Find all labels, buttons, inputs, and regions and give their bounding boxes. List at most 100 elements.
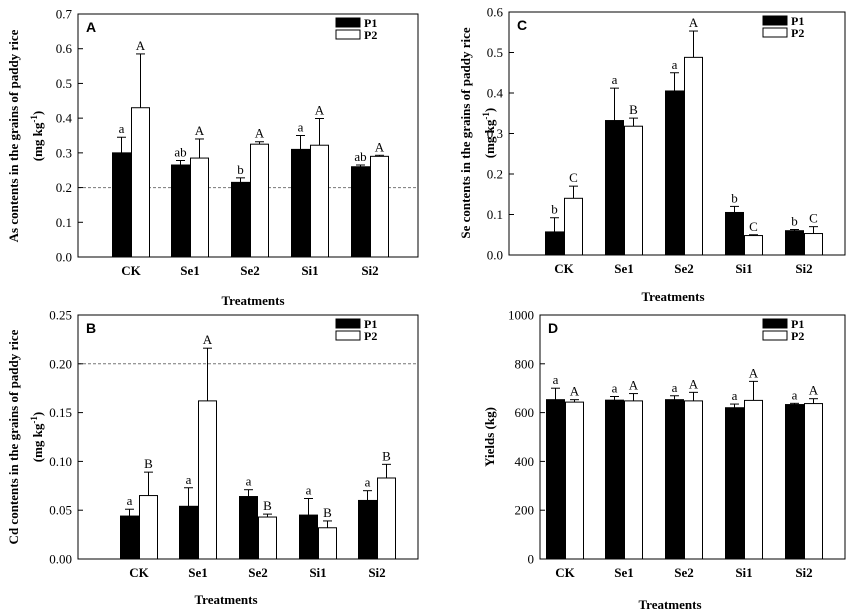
y-axis-unit: (mg kg-1) — [481, 108, 497, 158]
legend-label-p2: P2 — [364, 28, 377, 42]
panel-letter: D — [548, 320, 558, 336]
bar-p1 — [665, 399, 684, 560]
significance-label: A — [195, 123, 205, 138]
significance-label: A — [809, 383, 819, 398]
legend-swatch-p2 — [762, 27, 788, 38]
y-tick-label: 0.0 — [487, 248, 503, 263]
significance-label: ab — [354, 149, 366, 164]
panel-letter: C — [517, 17, 527, 33]
bar-p2 — [131, 107, 150, 258]
legend-swatch-p1 — [335, 318, 361, 329]
significance-label: a — [612, 380, 618, 395]
legend-label-p2: P2 — [364, 329, 377, 343]
y-tick-label: 400 — [515, 454, 535, 469]
bar-p2 — [310, 144, 329, 258]
significance-label: A — [689, 15, 699, 30]
x-axis-title: Treatments — [194, 592, 257, 607]
significance-label: A — [749, 365, 759, 380]
x-tick-label: Si1 — [309, 565, 326, 580]
significance-label: A — [375, 139, 385, 154]
y-axis-title: Cd contents in the grains of paddy rice — [6, 329, 21, 544]
x-tick-label: Si2 — [368, 565, 385, 580]
significance-label: A — [629, 378, 639, 393]
significance-label: b — [791, 213, 798, 228]
significance-label: a — [792, 387, 798, 402]
y-tick-label: 0.0 — [56, 250, 72, 265]
legend-label-p1: P1 — [364, 317, 377, 331]
bar-p1 — [605, 399, 624, 560]
significance-label: b — [731, 190, 738, 205]
y-tick-label: 0.2 — [487, 167, 503, 182]
legend-swatch-p1 — [762, 318, 788, 329]
significance-label: a — [119, 121, 125, 136]
significance-label: a — [298, 120, 304, 135]
bar-p2 — [370, 155, 389, 258]
x-tick-label: Se2 — [674, 565, 694, 580]
x-tick-label: Se1 — [188, 565, 208, 580]
legend-label-p2: P2 — [791, 26, 804, 40]
bar-p1 — [785, 230, 804, 256]
x-tick-label: Se1 — [614, 565, 634, 580]
y-tick-label: 0 — [528, 552, 535, 567]
x-tick-label: Si2 — [795, 261, 812, 276]
bar-p2 — [624, 400, 643, 560]
significance-label: B — [323, 505, 332, 520]
bar-p1 — [120, 515, 139, 560]
bar-p2 — [744, 235, 763, 256]
significance-label: A — [203, 332, 213, 347]
significance-label: a — [612, 72, 618, 87]
x-tick-label: Si2 — [361, 263, 378, 278]
x-tick-label: Se2 — [240, 263, 260, 278]
y-tick-label: 800 — [515, 356, 535, 371]
y-axis-title: Se contents in the grains of paddy rice — [458, 27, 473, 238]
significance-label: ab — [174, 144, 186, 159]
bar-p2 — [684, 400, 703, 560]
bar-p2 — [564, 197, 583, 256]
significance-label: A — [570, 384, 580, 399]
y-tick-label: 0.3 — [487, 126, 503, 141]
bar-p2 — [565, 401, 584, 560]
significance-label: a — [672, 57, 678, 72]
bar-p1 — [291, 148, 310, 258]
bar-p1 — [299, 514, 318, 560]
panel-A: 0.00.10.20.30.40.50.60.7aACKabASe1bASe2a… — [6, 7, 419, 308]
significance-label: a — [553, 372, 559, 387]
bar-p2 — [804, 403, 823, 560]
legend-label-p1: P1 — [364, 16, 377, 30]
panel-letter: A — [86, 19, 96, 35]
x-axis-title: Treatments — [641, 289, 704, 304]
legend-label-p2: P2 — [791, 329, 804, 343]
x-tick-label: CK — [121, 263, 141, 278]
y-tick-label: 0.00 — [49, 552, 72, 567]
y-tick-label: 0.5 — [487, 45, 503, 60]
y-axis-unit: (mg kg-1) — [29, 412, 45, 462]
bar-p1 — [179, 505, 198, 560]
bar-p1 — [231, 181, 250, 258]
significance-label: a — [365, 475, 371, 490]
significance-label: B — [263, 498, 272, 513]
significance-label: C — [569, 170, 578, 185]
y-tick-label: 0.20 — [49, 356, 72, 371]
x-tick-label: Si2 — [795, 565, 812, 580]
significance-label: A — [315, 102, 325, 117]
bar-p1 — [665, 90, 684, 256]
y-tick-label: 0.2 — [56, 180, 72, 195]
significance-label: a — [186, 472, 192, 487]
bar-p2 — [804, 233, 823, 256]
significance-label: a — [732, 388, 738, 403]
bar-p1 — [725, 407, 744, 560]
legend-swatch-p2 — [335, 29, 361, 40]
y-axis-title: As contents in the grains of paddy rice — [6, 29, 21, 242]
bar-p1 — [725, 211, 744, 256]
y-axis-title: Yields (kg) — [482, 407, 497, 467]
y-tick-label: 0.1 — [56, 215, 72, 230]
significance-label: C — [749, 219, 758, 234]
x-axis-title: Treatments — [221, 293, 284, 308]
bar-p1 — [785, 404, 804, 560]
significance-label: B — [144, 456, 153, 471]
bar-p1 — [605, 120, 624, 256]
significance-label: a — [127, 493, 133, 508]
significance-label: a — [246, 474, 252, 489]
significance-label: b — [551, 202, 558, 217]
